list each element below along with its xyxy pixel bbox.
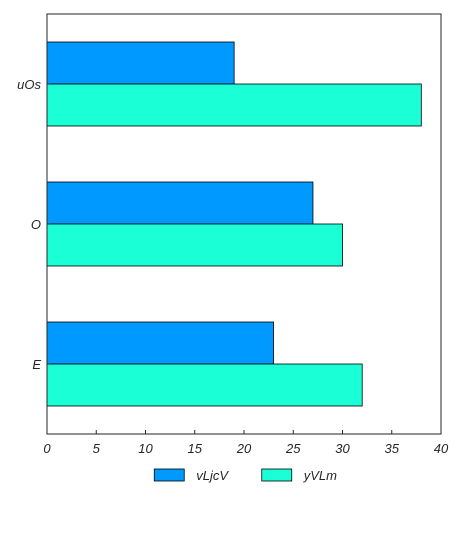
ticks-layer: 0 5 10 15 20 25 30 35 40 uOs O E — [17, 77, 449, 456]
x-tick-label: 25 — [285, 441, 301, 456]
category-label: O — [31, 217, 41, 232]
x-tick-label: 0 — [43, 441, 51, 456]
bar-yVLm-E — [46, 363, 363, 407]
legend-label-vLjcV: vLjcV — [196, 468, 229, 483]
legend-swatch-yVLm — [261, 468, 293, 482]
bar-vLjcV-O — [46, 181, 314, 225]
x-tick-label: 5 — [93, 441, 101, 456]
x-tick-label: 35 — [385, 441, 400, 456]
x-tick-label: 40 — [434, 441, 449, 456]
x-tick-label: 20 — [236, 441, 252, 456]
category-label: uOs — [17, 77, 41, 92]
legend: vLjcV yVLm — [153, 468, 337, 483]
bars-layer — [46, 41, 422, 407]
bar-yVLm-uOs — [46, 83, 422, 127]
category-label: E — [32, 357, 41, 372]
bar-vLjcV-E — [46, 321, 274, 365]
x-tick-label: 15 — [188, 441, 203, 456]
legend-swatch-vLjcV — [153, 468, 185, 482]
legend-label-yVLm: yVLm — [303, 468, 337, 483]
x-tick-label: 10 — [138, 441, 153, 456]
x-tick-label: 30 — [335, 441, 350, 456]
bar-vLjcV-uOs — [46, 41, 235, 85]
bar-yVLm-O — [46, 223, 343, 267]
